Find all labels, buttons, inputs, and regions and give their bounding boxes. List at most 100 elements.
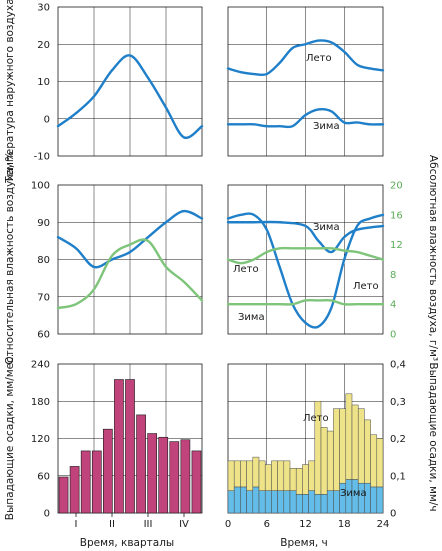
pre-day-bar-0 (320, 494, 328, 514)
pre-day-tick-label: 0,3 (390, 397, 406, 408)
pre-day-bar-1 (320, 427, 328, 495)
hum-year-line-1 (56, 238, 204, 310)
pre-year-xtick-label: II (109, 519, 115, 530)
pre-day-bar-0 (283, 490, 291, 514)
temp-winter-label: Зима (313, 121, 340, 132)
pre-day-bar-0 (227, 490, 235, 514)
pre-day-bar-0 (376, 486, 384, 514)
pre-day-bar-0 (271, 490, 278, 514)
pre-year-bar (58, 476, 69, 514)
hum-day-tick-label: 4 (390, 300, 396, 311)
precip-year-xlabel: Время, кварталы (80, 537, 174, 549)
pre-day-bar-0 (289, 490, 297, 514)
temp-year-tick-label: -10 (34, 152, 50, 163)
pre-day-bar-1 (326, 430, 334, 491)
pre-year-bar (147, 433, 157, 514)
temp-year-tick-label: 20 (37, 40, 50, 51)
hum-day-tick-label: 20 (390, 181, 403, 192)
pre-year-bar (136, 414, 146, 514)
pre-day-xtick-label: 24 (377, 519, 390, 530)
pre-year-tick-label: 240 (31, 360, 50, 371)
precip-year-ylabel: Выпадающие осадки, мм/мес. (4, 354, 16, 520)
pre-day-tick-label: 0 (390, 509, 396, 520)
pre-day-xtick-label: 6 (264, 519, 270, 530)
temp-ylabel: Температура наружного воздуха, °С (4, 0, 16, 184)
pre-day-xtick-label: 0 (225, 519, 231, 530)
pre-year-tick-label: 60 (37, 471, 50, 482)
pre-day-bar-0 (308, 490, 316, 514)
pre-day-bar-1 (240, 460, 247, 488)
pre-day-tick-label: 0,2 (390, 434, 406, 445)
pre-year-xtick-label: III (144, 519, 153, 530)
pre-day-bar-0 (252, 486, 260, 514)
pre-day-bar-1 (271, 460, 278, 491)
pre-day-bar-1 (264, 464, 272, 491)
pre-day-bar-0 (370, 486, 378, 514)
pre-day-bar-1 (233, 460, 241, 488)
hum-summer-green-label: Лето (233, 264, 259, 275)
pre-year-bar (191, 450, 202, 514)
pre-day-bar-0 (295, 494, 303, 514)
precip-winter-label: Зима (340, 488, 367, 499)
pre-day-xtick-label: 18 (338, 519, 351, 530)
pre-day-bar-0 (314, 494, 322, 514)
pre-day-bar-1 (333, 408, 340, 491)
precip-day-ylabel: Выпадающие осадки, мм/ч (427, 362, 439, 511)
pre-year-tick-label: 0 (44, 509, 50, 520)
hum-day-line-2 (226, 246, 385, 265)
pre-day-bar-0 (277, 490, 285, 514)
pre-day-bar-1 (289, 468, 297, 491)
pre-year-tick-label: 180 (31, 397, 50, 408)
pre-day-bar-1 (295, 468, 303, 495)
pre-day-tick-label: 0,1 (390, 471, 406, 482)
pre-day-bar-1 (345, 393, 353, 480)
pre-day-bar-0 (333, 490, 340, 514)
pre-day-bar-1 (357, 408, 365, 484)
panels: 3020100-10100908070602016128402401801206… (31, 3, 406, 531)
pre-day-bar-1 (252, 456, 260, 488)
pre-day-bar-0 (302, 494, 309, 514)
pre-day-bar-1 (246, 460, 254, 491)
hum-year-tick-label: 60 (37, 330, 50, 341)
hum-day-tick-label: 12 (390, 240, 403, 251)
hum-day-tick-label: 0 (390, 330, 396, 341)
pre-year-bar (91, 450, 102, 514)
temp-year-line (56, 54, 204, 140)
pre-year-xtick-label: I (75, 519, 78, 530)
temp-year-tick-label: 30 (37, 3, 50, 14)
pre-day-bar-0 (258, 490, 266, 514)
pre-year-bar (169, 441, 180, 514)
pre-day-bar-1 (370, 434, 378, 488)
pre-year-bar (80, 450, 91, 514)
pre-day-bar-1 (351, 404, 359, 480)
temp-day-line-0 (226, 39, 385, 77)
pre-day-bar-1 (376, 438, 384, 488)
pre-day-bar-0 (264, 490, 272, 514)
pre-day-bar-0 (233, 486, 241, 514)
hum-day-line-1 (226, 212, 385, 329)
hum-day-tick-label: 8 (390, 270, 396, 281)
abs-humidity-ylabel: Абсолютная влажность воздуха, г/м³ (427, 155, 439, 361)
pre-year-bar (180, 439, 191, 514)
pre-year-bar (103, 428, 113, 514)
hum-year-tick-label: 70 (37, 292, 50, 303)
temp-year-tick-label: 0 (44, 114, 50, 125)
hum-winter-green-label: Зима (238, 312, 265, 323)
pre-day-bar-1 (339, 408, 347, 484)
pre-day-bar-1 (283, 460, 291, 491)
pre-day-bar-1 (308, 460, 316, 491)
pre-day-bar-1 (302, 464, 309, 495)
pre-day-bar-1 (227, 460, 235, 491)
pre-year-bar (125, 379, 135, 514)
hum-day-tick-label: 16 (390, 210, 403, 221)
humidity-ylabel: Относительная влажность воздуха, % (4, 151, 16, 364)
hum-winter-blue-label: Зима (313, 222, 340, 233)
hum-day-line-3 (226, 299, 385, 306)
pre-day-bar-1 (277, 460, 285, 491)
pre-day-bar-1 (258, 460, 266, 491)
hum-year-tick-label: 90 (37, 218, 50, 229)
pre-year-xtick-label: IV (179, 519, 189, 530)
hum-year-line-0 (56, 209, 204, 269)
hum-summer-blue-label: Лето (353, 281, 379, 292)
